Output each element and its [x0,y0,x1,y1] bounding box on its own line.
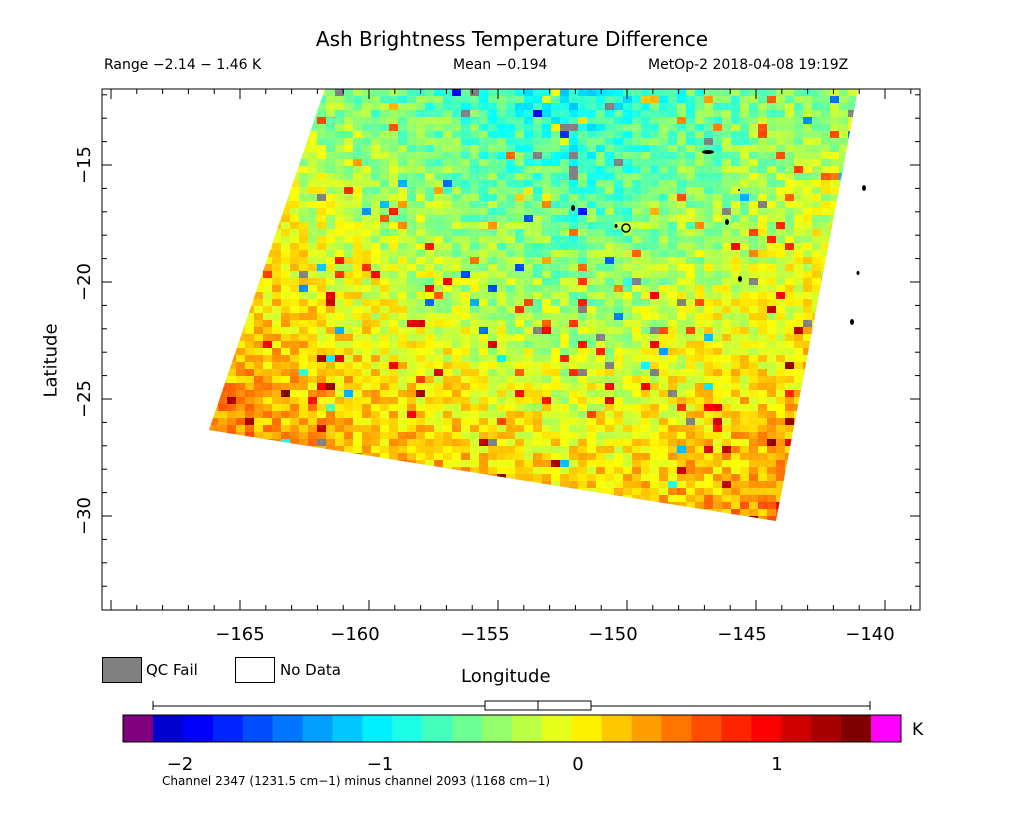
y-axis-label: Latitude [40,323,62,398]
x-axis-label: Longitude [461,666,551,687]
xtick-label: −140 [845,624,894,645]
distribution-box [152,700,871,711]
ytick-label: −30 [74,497,95,535]
xtick-label: −155 [460,624,509,645]
mean-label: Mean −0.194 [453,57,548,73]
colorbar-tick-label: 1 [771,754,782,775]
plot-frame [101,88,921,611]
xtick-label: −160 [330,624,379,645]
ytick-label: −25 [74,380,95,418]
ytick-label: −20 [74,263,95,301]
ytick-label: −15 [74,146,95,184]
colorbar-tick-label: −2 [167,754,194,775]
xtick-label: −165 [215,624,264,645]
colorbar-tick-label: −1 [367,754,394,775]
qc-fail-label: QC Fail [146,661,198,679]
xtick-label: −150 [588,624,637,645]
colorbar-tick-label: 0 [572,754,583,775]
swath [209,89,858,521]
no-data-swatch [235,657,275,683]
colorbar [122,714,902,743]
range-label: Range −2.14 − 1.46 K [104,57,262,73]
no-data-label: No Data [280,661,341,679]
qc-fail-swatch [102,657,142,683]
axis-ticks [102,89,920,610]
island-outlines [571,150,866,325]
satellite-time-label: MetOp-2 2018-04-08 19:19Z [648,57,849,73]
colorbar-unit: K [912,720,924,740]
xtick-label: −145 [717,624,766,645]
chart-title: Ash Brightness Temperature Difference [315,27,709,51]
colorbar-footnote: Channel 2347 (1231.5 cm−1) minus channel… [162,774,551,788]
